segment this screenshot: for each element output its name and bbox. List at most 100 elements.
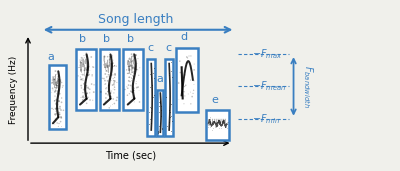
Point <box>90 99 96 102</box>
Point <box>86 65 92 68</box>
Point <box>91 83 97 86</box>
Point <box>56 100 62 102</box>
Point <box>54 84 60 87</box>
Point <box>54 107 60 110</box>
Point <box>82 81 89 84</box>
Point <box>136 74 142 77</box>
Point <box>109 103 116 106</box>
Point <box>78 78 85 81</box>
Point <box>148 122 154 124</box>
Point <box>156 105 162 107</box>
Point <box>110 79 117 82</box>
Point <box>108 61 114 63</box>
Point <box>55 80 61 82</box>
Point <box>78 84 84 87</box>
Point <box>166 121 172 124</box>
Point <box>125 84 132 87</box>
Point <box>111 102 118 105</box>
Point <box>111 64 118 67</box>
Point <box>111 64 118 67</box>
Point <box>155 129 161 132</box>
Point <box>110 59 116 62</box>
Point <box>102 55 108 58</box>
Point <box>104 94 111 96</box>
Text: Song length: Song length <box>98 13 174 27</box>
Point <box>105 73 112 76</box>
Point <box>126 76 132 79</box>
Point <box>76 66 83 69</box>
Point <box>111 86 118 89</box>
Point <box>58 125 65 128</box>
Point <box>130 59 136 62</box>
Point <box>78 56 85 59</box>
Point <box>58 109 64 111</box>
Bar <box>76 49 96 110</box>
Point <box>104 80 111 82</box>
Point <box>112 80 118 83</box>
Point <box>55 107 61 110</box>
Bar <box>49 65 66 129</box>
Point <box>82 95 89 97</box>
Point <box>131 70 138 73</box>
Point <box>105 64 112 67</box>
Point <box>58 79 64 81</box>
Point <box>106 107 112 109</box>
Point <box>90 91 97 94</box>
Bar <box>124 49 143 110</box>
Point <box>134 68 140 71</box>
Point <box>168 76 175 79</box>
Point <box>54 82 61 84</box>
Point <box>129 66 136 69</box>
Text: d: d <box>181 32 188 42</box>
Point <box>52 74 58 77</box>
Point <box>137 66 143 69</box>
Point <box>85 96 92 99</box>
Point <box>53 113 59 115</box>
Point <box>147 85 153 88</box>
Point <box>60 84 66 87</box>
Point <box>132 68 138 71</box>
Point <box>206 124 212 127</box>
Point <box>56 113 62 116</box>
Bar <box>165 59 173 136</box>
Point <box>156 111 162 113</box>
Point <box>103 92 109 95</box>
Point <box>83 68 89 71</box>
Point <box>49 81 56 84</box>
Point <box>106 84 113 87</box>
Point <box>130 89 137 92</box>
Point <box>182 84 189 87</box>
Point <box>88 83 95 86</box>
Point <box>58 116 64 119</box>
Point <box>158 105 164 108</box>
Point <box>81 54 87 57</box>
Point <box>85 71 91 74</box>
Point <box>49 87 56 90</box>
Point <box>128 73 134 76</box>
Point <box>58 81 65 84</box>
Point <box>108 56 115 58</box>
Point <box>53 84 60 86</box>
Point <box>87 99 93 101</box>
Point <box>125 72 132 75</box>
Point <box>132 97 138 99</box>
Point <box>128 90 134 93</box>
Point <box>48 118 54 120</box>
Point <box>102 83 109 85</box>
Text: a: a <box>48 52 55 62</box>
Point <box>85 74 91 77</box>
Point <box>54 109 60 111</box>
Point <box>126 65 132 68</box>
Point <box>54 122 60 124</box>
Point <box>108 63 115 65</box>
Point <box>54 91 61 94</box>
Point <box>147 106 153 109</box>
Point <box>135 69 141 71</box>
Point <box>148 111 154 114</box>
Point <box>50 89 56 91</box>
Point <box>84 73 90 76</box>
Point <box>48 91 55 94</box>
Point <box>128 77 135 80</box>
Point <box>112 80 118 82</box>
Point <box>83 85 90 88</box>
